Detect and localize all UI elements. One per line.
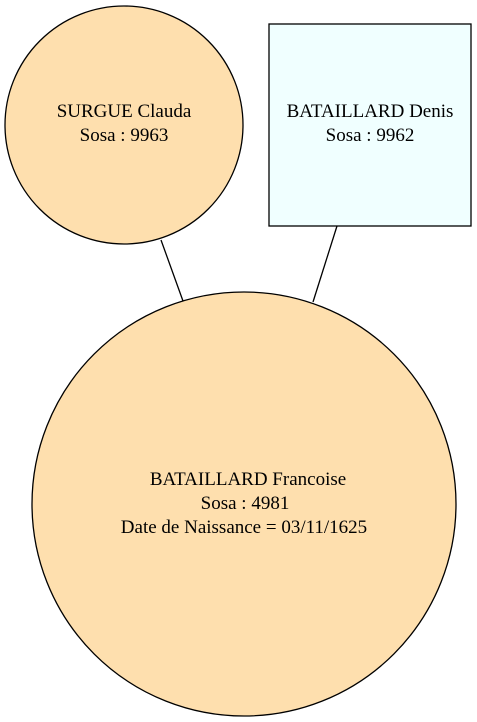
- node-child-name: BATAILLARD Francoise: [150, 469, 346, 490]
- edge-father-to-child: [312, 225, 338, 303]
- edge-mother-to-child: [160, 239, 184, 302]
- node-mother-sosa: Sosa : 9963: [80, 125, 169, 146]
- node-mother-name: SURGUE Clauda: [57, 101, 192, 122]
- node-father-name: BATAILLARD Denis: [287, 101, 454, 122]
- node-father-box: [268, 23, 472, 227]
- node-mother[interactable]: SURGUE Clauda Sosa : 9963: [4, 5, 244, 245]
- node-mother-circle: [4, 5, 244, 245]
- node-child-circle: [31, 291, 457, 717]
- node-child-sosa: Sosa : 4981: [201, 493, 290, 514]
- node-father-sosa: Sosa : 9962: [326, 125, 415, 146]
- node-child-birth: Date de Naissance = 03/11/1625: [121, 517, 367, 538]
- node-child[interactable]: BATAILLARD Francoise Sosa : 4981 Date de…: [31, 291, 457, 717]
- node-father[interactable]: BATAILLARD Denis Sosa : 9962: [268, 23, 472, 227]
